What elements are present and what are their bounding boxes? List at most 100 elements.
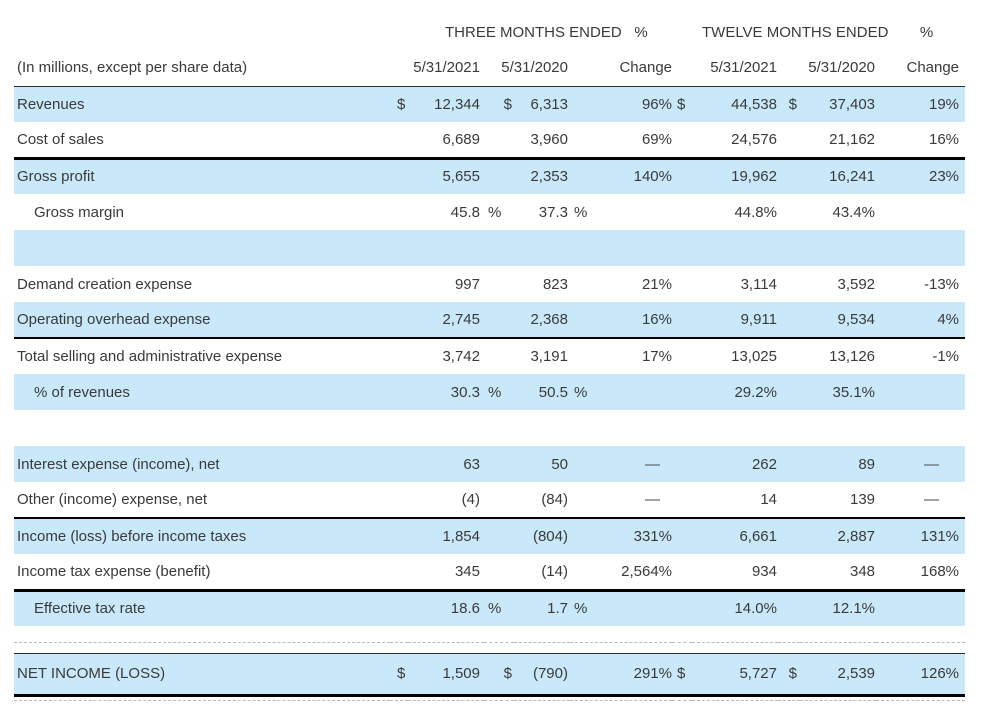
- cell-v4: 37,403: [800, 86, 877, 122]
- cell-c1: 16%: [570, 302, 672, 339]
- cell-v4: 139: [778, 482, 877, 519]
- spacer-cell: [14, 642, 966, 654]
- cell-c1: 17%: [570, 338, 672, 374]
- row-label: Other (income) expense, net: [14, 482, 390, 519]
- spacer-row: [14, 230, 966, 266]
- cell-c2: 16%: [876, 122, 966, 160]
- cell-v1: 345: [390, 554, 484, 592]
- cell-v3: 13,025: [672, 338, 778, 374]
- column-header-row: (In millions, except per share data) 5/31…: [14, 50, 966, 87]
- cell-v4: 89: [778, 446, 877, 482]
- row-label: Total selling and administrative expense: [14, 338, 390, 374]
- table-row: Revenues $12,344 $6,313 96% $44,538 $37,403 19…: [14, 86, 966, 122]
- cell-c1: 331%: [570, 518, 672, 554]
- spacer-row: [14, 642, 966, 654]
- cell-v2: 37.3: [514, 194, 570, 230]
- row-label: Gross margin: [14, 194, 390, 230]
- table-row: NET INCOME (LOSS) $1,509 $ (790) 291% $5,727 $…: [14, 653, 966, 697]
- spacer-cell: [14, 626, 966, 643]
- cell-v2: (84): [484, 482, 570, 519]
- table-row: Cost of sales 6,689 3,960 69% 24,576 21,162 16…: [14, 122, 966, 160]
- cell-d3: $: [672, 86, 692, 122]
- spacer-cell: [14, 695, 966, 701]
- cell-d2: $: [484, 86, 514, 122]
- column-header-3: Change: [570, 50, 672, 87]
- cell-c2: 126%: [876, 653, 966, 697]
- row-label: Income tax expense (benefit): [14, 554, 390, 592]
- cell-v2: 50: [484, 446, 570, 482]
- spacer-cell: [14, 230, 966, 266]
- column-header-2: 5/31/2020: [484, 50, 570, 87]
- table-row: Gross margin 45.8% 37.3% 44.8% 43.4%: [14, 194, 966, 230]
- cell-c1: 21%: [570, 266, 672, 302]
- cell-v2: 2,353: [484, 158, 570, 194]
- row-label: Gross profit: [14, 158, 390, 194]
- cell-v1: 3,742: [390, 338, 484, 374]
- row-label: Income (loss) before income taxes: [14, 518, 390, 554]
- cell-v3: 14: [672, 482, 778, 519]
- cell-v4: 12.1%: [778, 590, 877, 626]
- row-label: Operating overhead expense: [14, 302, 390, 339]
- row-label: Revenues: [14, 86, 390, 122]
- cell-v3: 24,576: [672, 122, 778, 160]
- cell-v1: 2,745: [390, 302, 484, 339]
- cell-v1: 30.3: [390, 374, 484, 410]
- cell-v4: 21,162: [778, 122, 877, 160]
- column-header-5: 5/31/2020: [778, 50, 877, 87]
- cell-v2: (790): [514, 653, 570, 697]
- cell-v3: 44,538: [692, 86, 778, 122]
- cell-c2: 19%: [876, 86, 966, 122]
- cell-v4: 9,534: [778, 302, 877, 339]
- cell-c2: [876, 590, 966, 626]
- table-row: Other (income) expense, net (4) (84) —14 139…: [14, 482, 966, 519]
- cell-v2: (804): [484, 518, 570, 554]
- cell-d4: $: [778, 653, 800, 697]
- three-months-ended-header: THREE MONTHS ENDED: [445, 23, 622, 41]
- table-row: Gross profit 5,655 2,353 140% 19,962 16,241 23…: [14, 158, 966, 194]
- cell-c1: 69%: [570, 122, 672, 160]
- cell-v2: (14): [484, 554, 570, 592]
- cell-v4: 35.1%: [778, 374, 877, 410]
- cell-v2: 2,368: [484, 302, 570, 339]
- spacer-row: [14, 626, 966, 643]
- cell-v1: 63: [390, 446, 484, 482]
- column-header-4: 5/31/2021: [672, 50, 778, 87]
- percent-sign: %: [570, 590, 672, 626]
- cell-c2: -13%: [876, 266, 966, 302]
- percent-header-1: %: [634, 23, 648, 41]
- cell-c2: —: [876, 446, 966, 482]
- cell-v1: 1,509: [408, 653, 484, 697]
- column-header-6: Change: [876, 50, 966, 87]
- cell-v1: 997: [390, 266, 484, 302]
- cell-v2: 3,191: [484, 338, 570, 374]
- cell-v3: 3,114: [672, 266, 778, 302]
- income-statement-table: THREE MONTHS ENDED% TWELVE MONTHS ENDED%(…: [14, 14, 966, 701]
- cell-v1: 1,854: [390, 518, 484, 554]
- column-header-1: 5/31/2021: [390, 50, 484, 87]
- cell-v3: 14.0%: [672, 590, 778, 626]
- percent-sign: %: [484, 194, 514, 230]
- cell-d3: $: [672, 653, 692, 697]
- cell-c1: —: [570, 446, 672, 482]
- cell-v1: 6,689: [390, 122, 484, 160]
- cell-d2: $: [484, 653, 514, 697]
- group-header-row: THREE MONTHS ENDED% TWELVE MONTHS ENDED%: [14, 14, 965, 50]
- cell-c1: 2,564%: [570, 554, 672, 592]
- cell-d4: $: [778, 86, 800, 122]
- table-row: Effective tax rate 18.6% 1.7% 14.0% 12.1%: [14, 590, 966, 626]
- table-row: % of revenues 30.3% 50.5% 29.2% 35.1%: [14, 374, 966, 410]
- spacer-cell: [14, 410, 966, 446]
- row-label: NET INCOME (LOSS): [14, 653, 390, 697]
- spacer-row: [14, 410, 966, 446]
- percent-sign: %: [570, 194, 672, 230]
- units-note: (In millions, except per share data): [14, 50, 390, 87]
- table-row: Operating overhead expense 2,745 2,368 16% 9…: [14, 302, 966, 339]
- group-header-spacer: [14, 14, 390, 50]
- cell-v4: 2,539: [800, 653, 877, 697]
- twelve-months-ended-header: TWELVE MONTHS ENDED: [702, 23, 889, 41]
- row-label: Cost of sales: [14, 122, 390, 160]
- cell-v4: 2,887: [778, 518, 877, 554]
- cell-v3: 9,911: [672, 302, 778, 339]
- cell-v4: 3,592: [778, 266, 877, 302]
